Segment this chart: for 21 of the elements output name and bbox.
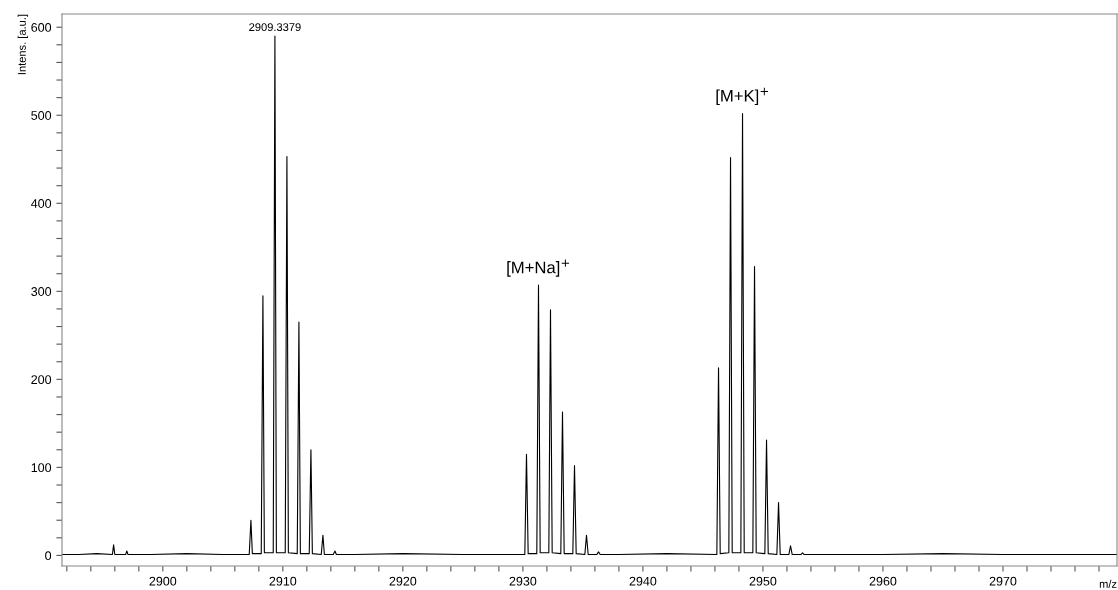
y-tick-label: 100 — [31, 463, 52, 473]
x-tick-label: 2950 — [749, 576, 777, 586]
x-tick-label: 2940 — [629, 576, 657, 586]
y-tick-label: 200 — [31, 375, 52, 385]
annotation: [M+Na]$^{+}$ — [507, 259, 570, 277]
y-tick-label: 500 — [31, 111, 52, 120]
annotation: [M+K]$^{+}$ — [716, 87, 768, 105]
x-tick-label: 2910 — [269, 576, 297, 586]
y-tick-label: 300 — [31, 287, 52, 296]
x-tick-label: 2900 — [149, 576, 177, 586]
x-tick-label: 2970 — [989, 576, 1017, 586]
y-tick-label: 600 — [31, 23, 52, 32]
y-tick-label: 0 — [45, 551, 52, 561]
annotation: 2909.3379 — [249, 23, 301, 32]
y-axis-title: Intens. [a.u.] — [17, 14, 29, 75]
line-series — [62, 35, 1117, 556]
x-tick-label: 2930 — [509, 576, 537, 586]
y-tick-label: 400 — [31, 199, 52, 208]
x-tick-label: 2960 — [869, 576, 897, 586]
x-axis-title: m/z — [1099, 579, 1117, 588]
x-tick-label: 2920 — [389, 576, 417, 586]
